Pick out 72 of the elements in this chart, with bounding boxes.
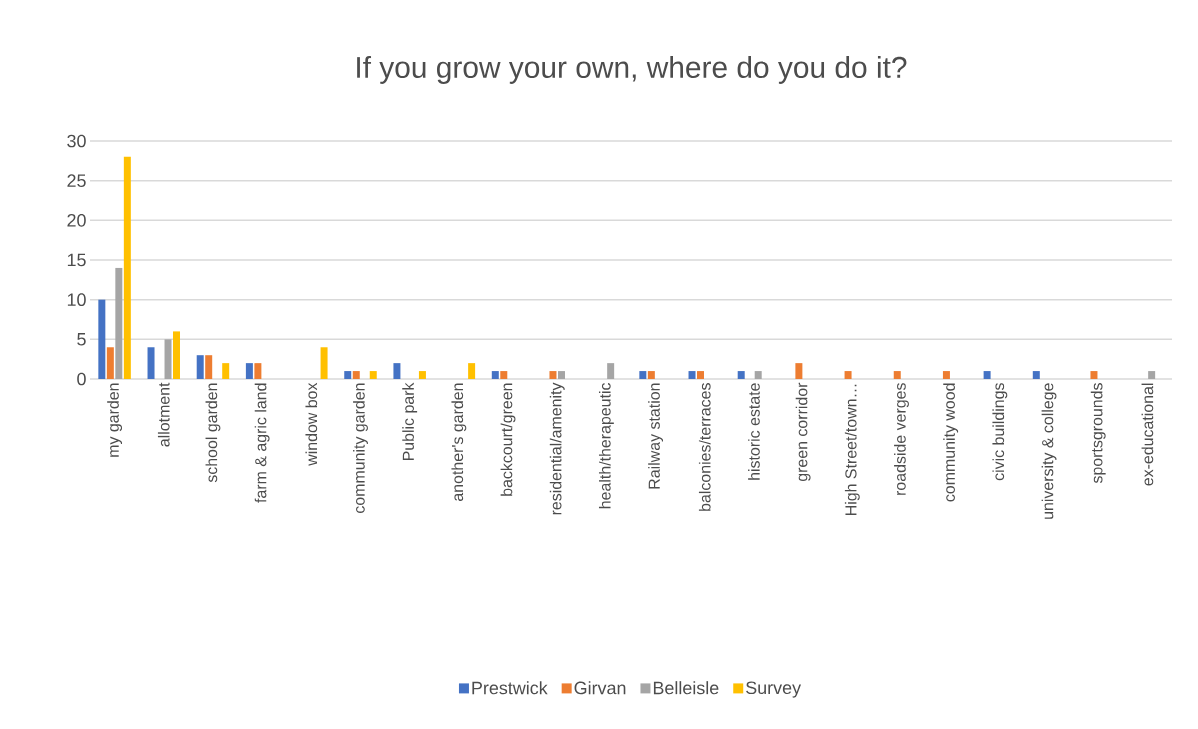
x-tick-label: roadside verges [894,383,909,495]
bar [468,363,476,379]
bar [557,371,565,379]
legend-label: Girvan [574,681,626,695]
bar [369,371,377,379]
bar [844,371,852,379]
bar [795,363,803,379]
bar [607,363,615,379]
bar [254,363,262,379]
y-tick-label: 30 [67,134,86,148]
x-tick-label: community wood [943,383,959,502]
x-tick-label: university & college [1041,383,1057,519]
bar [196,355,204,379]
x-tick-label: window box [305,382,318,466]
bar [697,371,705,379]
bar [688,371,696,379]
y-tick-label: 0 [77,372,86,386]
bar [647,371,655,379]
bar [123,156,131,379]
x-tick-label: sportsgrounds [1090,383,1106,484]
bar [352,371,360,379]
x-tick-label: health/therapeutic [598,382,614,509]
chart-title: If you grow your own, where do you do it? [357,56,907,84]
bar [737,371,745,379]
x-tick-label: another's garden [451,383,467,501]
bar [245,363,253,379]
x-tick-label: balconies/terraces [698,383,711,511]
x-tick-label: civic buildings [992,383,1008,481]
bar [393,363,401,379]
bar [173,331,181,379]
bar [147,347,155,379]
bar [1090,371,1098,379]
bar [1032,371,1040,379]
legend-label: Belleisle [653,681,719,695]
bar [164,339,172,379]
y-tick-label: 25 [67,174,86,188]
bar [1148,371,1156,379]
bar [222,363,230,379]
legend-label: Survey [746,681,802,698]
x-tick-label: High Street/town… [844,384,860,515]
x-tick-label: community garden [353,383,368,513]
bar [549,371,557,379]
legend-label: Prestwick [472,681,548,695]
bar [205,355,213,379]
x-tick-label: backcourt/green [500,383,516,496]
y-tick-label: 15 [67,253,86,267]
bar [98,299,106,379]
x-tick-label: green corridor [795,382,811,482]
x-tick-label: Railway station [648,383,664,489]
y-tick-label: 20 [67,213,86,227]
x-tick-label: school garden [205,383,221,483]
bar [115,267,123,379]
bar [320,347,328,379]
bar [491,371,499,379]
bar [639,371,647,379]
bar [942,371,950,379]
bar [754,371,762,379]
x-tick-label: allotment [157,382,170,447]
y-tick-label: 10 [67,293,86,307]
y-tick-label: 5 [77,333,86,346]
bar [893,371,901,379]
bar [106,347,114,379]
bar [500,371,508,379]
x-tick-label: my garden [107,383,123,457]
x-tick-label: farm & agric land [254,383,270,503]
x-tick-label: historic estate [748,383,760,480]
x-tick-label: ex-educational [1141,383,1154,486]
bar [344,371,352,379]
x-tick-label: Public park [402,382,418,461]
bar [983,371,991,379]
bar [418,371,426,379]
x-tick-label: residential/amenity [549,382,565,515]
